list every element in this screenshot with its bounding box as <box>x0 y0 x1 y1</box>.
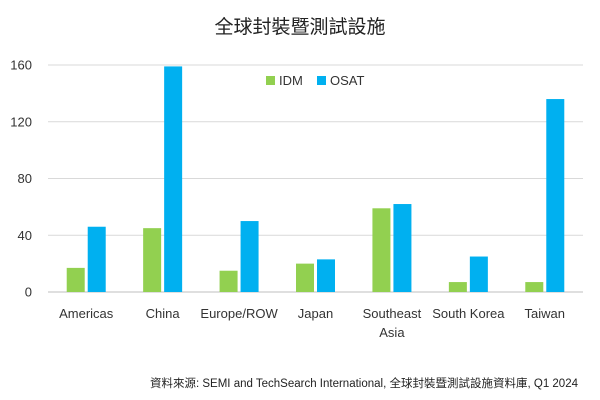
category-label: China <box>146 306 181 321</box>
bar-osat-china <box>164 66 183 292</box>
bar-osat-taiwan <box>546 99 565 292</box>
gridlines <box>48 64 583 293</box>
category-label: Europe/ROW <box>200 306 278 321</box>
category-label: South Korea <box>432 306 505 321</box>
x-axis-categories: Americas China Europe/ROW Japan Southeast Asi… <box>59 306 565 340</box>
y-tick-label: 0 <box>25 285 32 300</box>
bar-osat-southeast-asia <box>393 204 412 292</box>
source-note: 資料來源: SEMI and TechSearch International,… <box>150 376 579 390</box>
legend-label-osat: OSAT <box>330 73 364 88</box>
legend: IDM OSAT <box>266 73 364 88</box>
bar-idm-americas <box>66 267 85 292</box>
y-tick-label: 160 <box>10 58 32 73</box>
bar-osat-europe-row <box>240 221 259 292</box>
bar-osat-south-korea <box>469 256 488 292</box>
bar-idm-china <box>143 228 162 292</box>
legend-swatch-idm <box>266 76 275 85</box>
bar-osat-japan <box>317 259 335 292</box>
category-label: Asia <box>379 325 405 340</box>
bar-idm-taiwan <box>525 282 544 292</box>
bar-idm-southeast-asia <box>372 208 391 292</box>
bar-idm-europe-row <box>219 270 238 292</box>
bar-idm-japan <box>296 263 314 292</box>
legend-swatch-osat <box>317 76 326 85</box>
y-tick-label: 120 <box>10 114 32 129</box>
y-tick-label: 80 <box>18 171 32 186</box>
y-axis-ticks: 0 40 80 120 160 <box>10 58 32 300</box>
legend-label-idm: IDM <box>279 73 303 88</box>
category-label: Americas <box>59 306 114 321</box>
y-tick-label: 40 <box>18 228 32 243</box>
chart-title: 全球封裝暨測試設施 <box>214 16 385 38</box>
category-label: Taiwan <box>525 306 565 321</box>
bar-idm-south-korea <box>448 282 467 292</box>
bar-osat-americas <box>87 226 106 292</box>
category-label: Southeast <box>363 306 422 321</box>
category-label: Japan <box>298 306 333 321</box>
bars <box>66 66 565 292</box>
